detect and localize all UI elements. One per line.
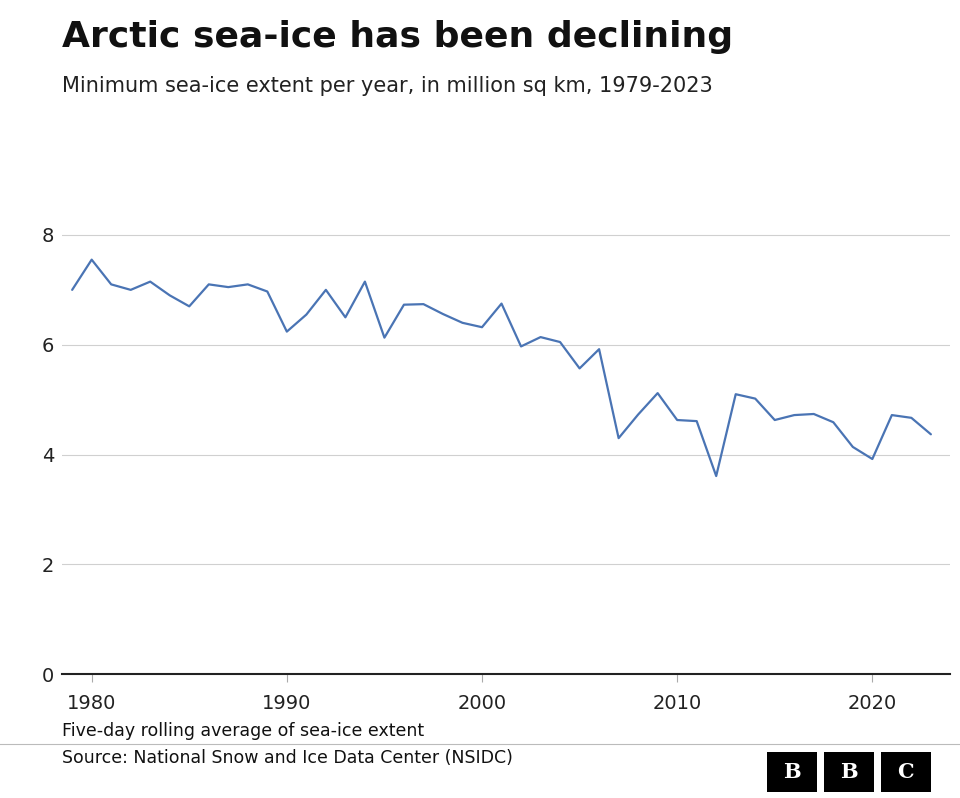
Text: Source: National Snow and Ice Data Center (NSIDC): Source: National Snow and Ice Data Cente… (62, 749, 514, 767)
Text: Arctic sea-ice has been declining: Arctic sea-ice has been declining (62, 20, 733, 54)
Bar (881, 753, 930, 792)
Text: B: B (840, 762, 858, 782)
Text: Five-day rolling average of sea-ice extent: Five-day rolling average of sea-ice exte… (62, 722, 424, 741)
Bar (767, 753, 817, 792)
Text: B: B (783, 762, 801, 782)
Text: Minimum sea-ice extent per year, in million sq km, 1979-2023: Minimum sea-ice extent per year, in mill… (62, 76, 713, 96)
Text: C: C (898, 762, 914, 782)
Bar (824, 753, 874, 792)
